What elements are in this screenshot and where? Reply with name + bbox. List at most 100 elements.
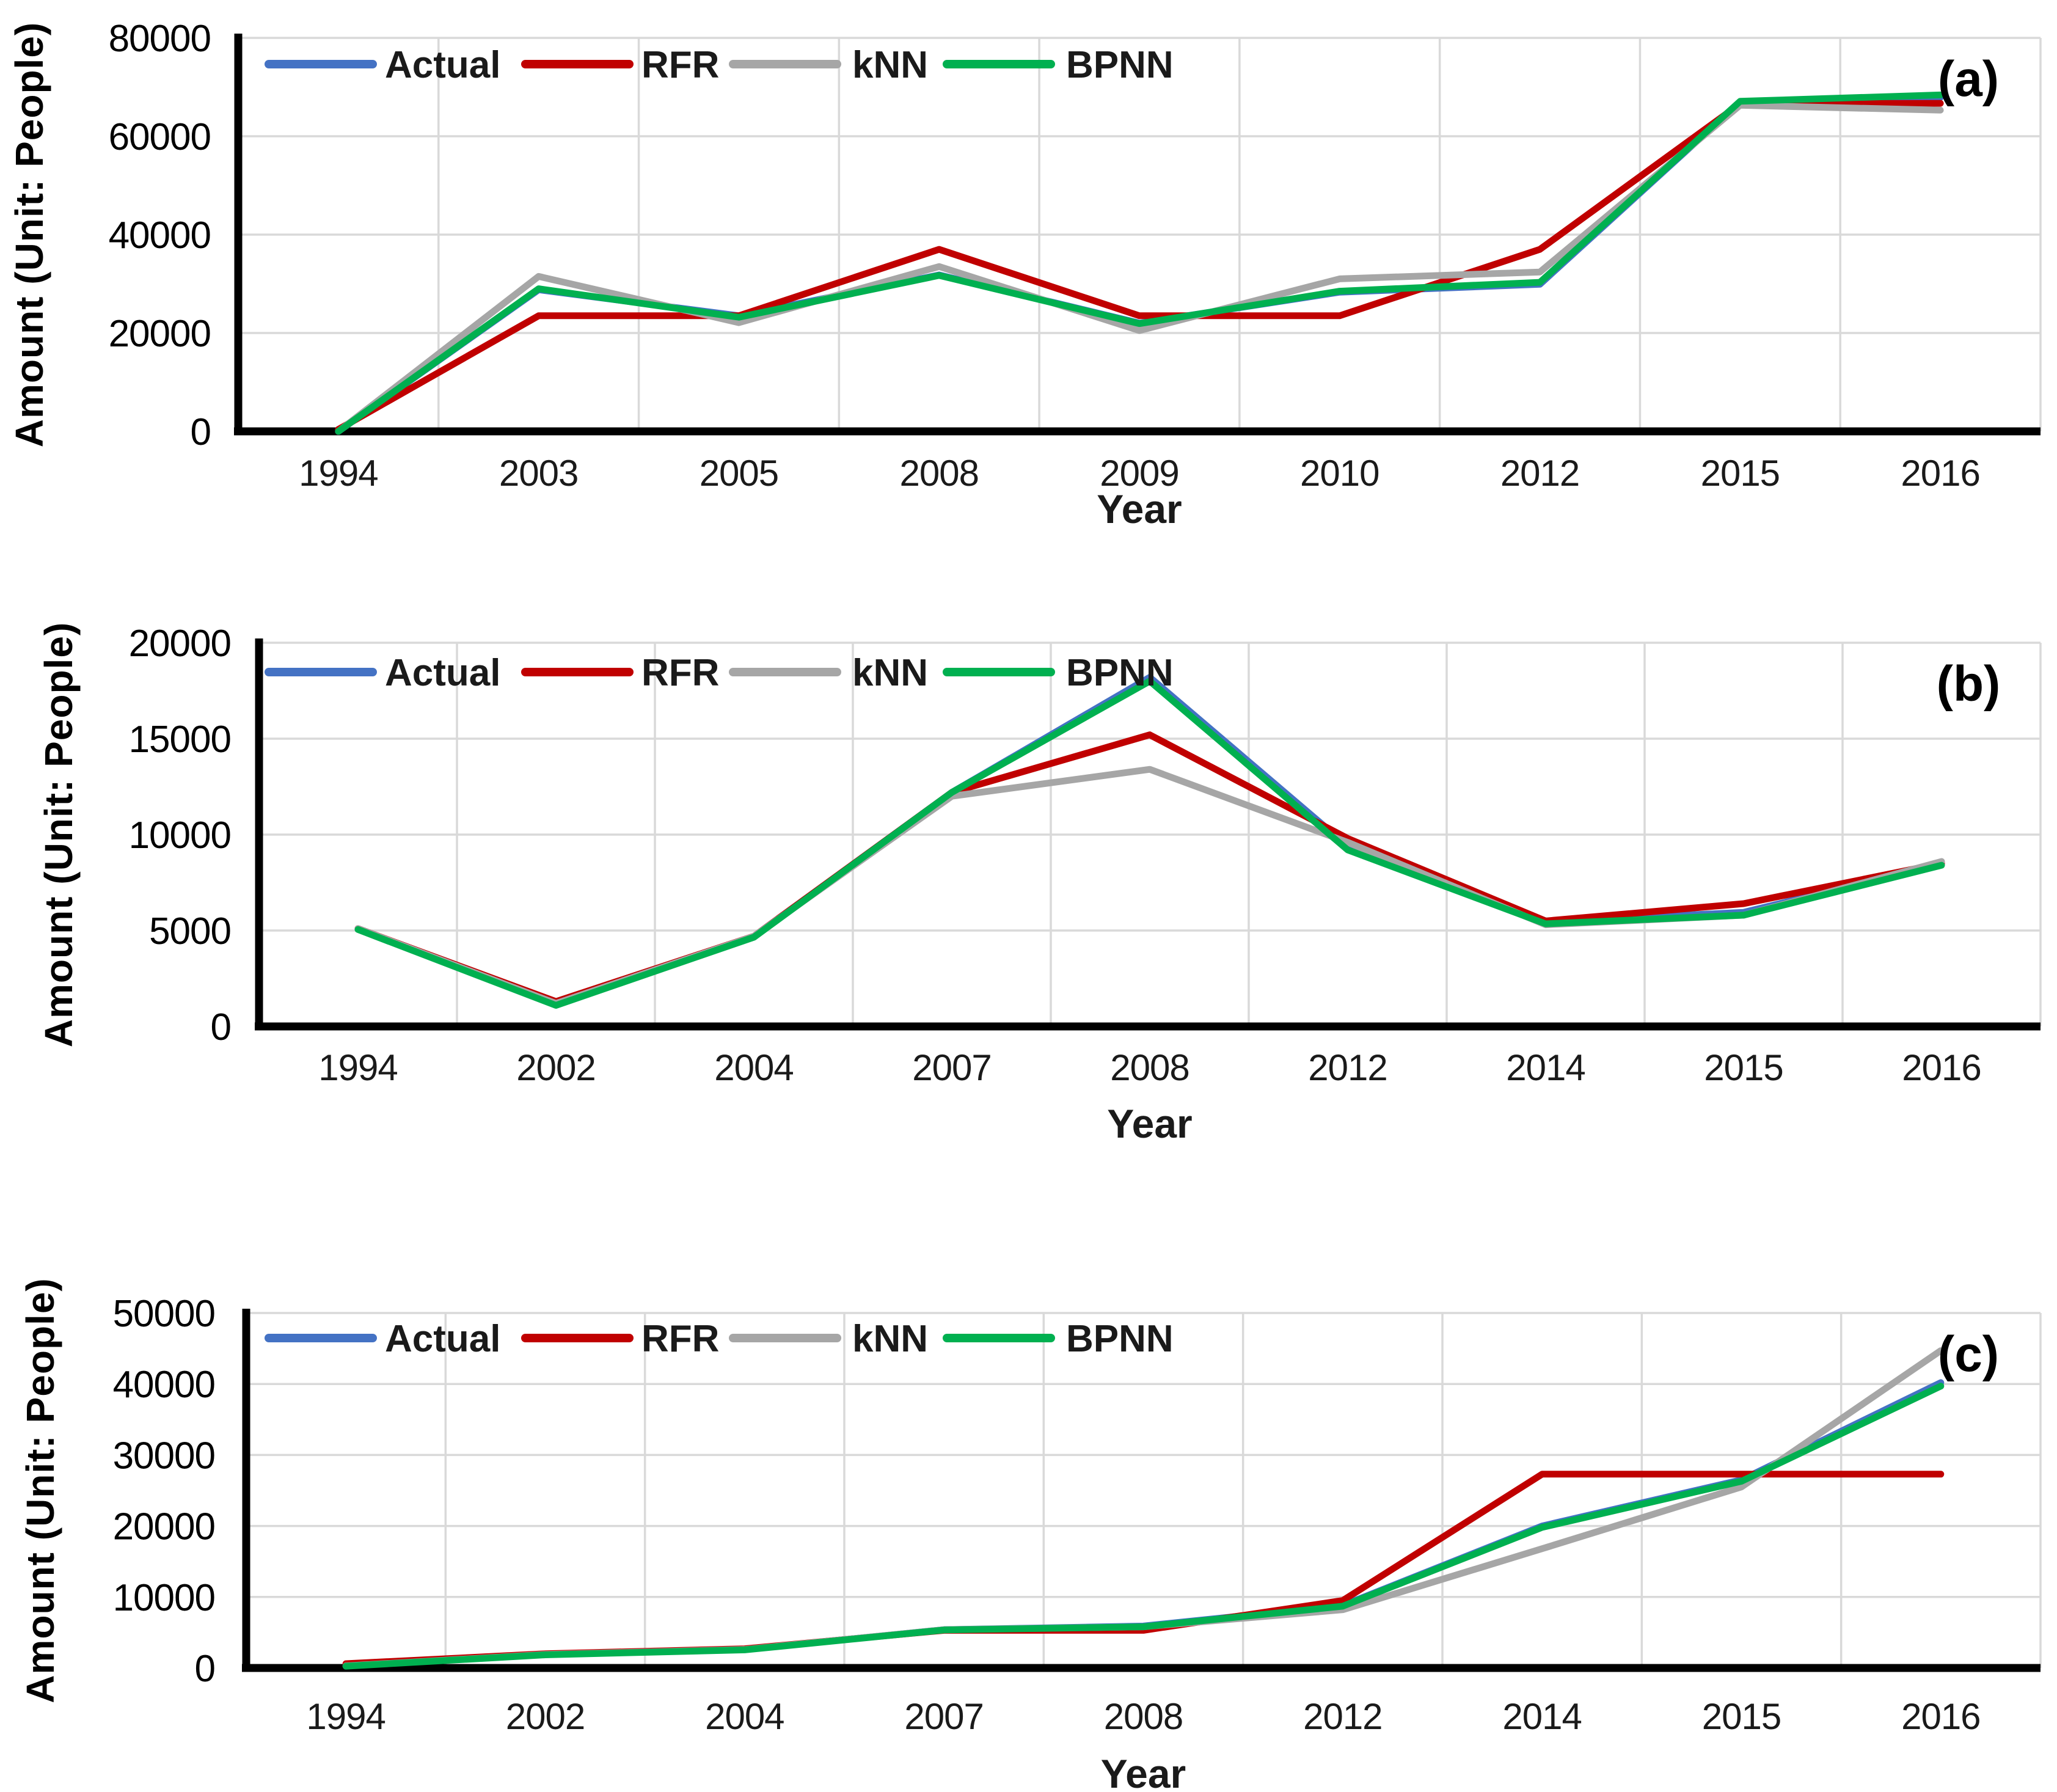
x-tick-label: 2012 [1303,1696,1382,1737]
x-tick-label: 2012 [1500,453,1579,494]
x-tick-label: 2012 [1308,1047,1387,1088]
x-tick-label: 2008 [1110,1047,1189,1088]
y-tick-label: 30000 [113,1435,215,1477]
x-tick-label: 1994 [318,1047,397,1088]
series-line-rfr [354,731,1945,1005]
gridlines [238,37,2042,431]
legend-item-label: kNN [852,1318,928,1360]
x-tick-label: 1994 [299,453,378,494]
panel-letter: (b) [1937,656,2001,712]
x-tick-label: 2010 [1300,453,1379,494]
x-tick-label: 2009 [1100,453,1178,494]
series-line-bpnn [342,1383,1945,1670]
legend-item-rfr: RFR [521,44,719,86]
x-tick-label: 2015 [1701,453,1780,494]
x-tick-label: 2007 [904,1696,983,1737]
x-tick-label: 2014 [1502,1696,1581,1737]
y-tick-label: 0 [191,411,211,453]
x-axis-title: Year [1107,1101,1192,1146]
series-line-knn [335,101,1944,435]
x-axis-title: Year [1101,1751,1186,1792]
chart-panel-c: 0 10000 20000 30000 40000 50000 1994 2002 2004 20… [18,1278,2042,1792]
y-tick-label: 60000 [109,116,211,158]
series-line-knn [342,1347,1945,1669]
x-tick-label: 2015 [1704,1047,1783,1088]
legend-item-knn: kNN [729,1318,928,1360]
x-tick-label: 2007 [912,1047,991,1088]
series-line-actual [335,93,1944,435]
x-tick-label: 2015 [1702,1696,1781,1737]
y-tick-label: 5000 [149,910,231,953]
chart-panel-b: 0 5000 10000 15000 20000 1994 2002 2004 2007 2008… [37,622,2042,1146]
y-tick-label: 0 [195,1648,215,1690]
legend-item-knn: kNN [729,44,928,86]
series-line-bpnn [354,678,1945,1009]
x-tick-labels: 1994 2002 2004 2007 2008 2012 2014 2015 2016 [318,1047,1981,1088]
x-tick-label: 2002 [516,1047,595,1088]
gridlines [246,1312,2042,1668]
y-tick-label: 10000 [129,814,231,857]
panel-letter: (c) [1938,1326,1999,1382]
legend-item-bpnn: BPNN [943,652,1174,694]
series-line-actual [342,1379,1945,1669]
series-line-knn [354,766,1945,1007]
legend-item-label: Actual [385,1318,500,1360]
legend-item-rfr: RFR [521,652,719,694]
y-tick-label: 40000 [113,1364,215,1406]
x-tick-label: 2005 [700,453,778,494]
legend-item-label: BPNN [1066,652,1174,694]
y-axis-title: Amount (Unit: People) [37,622,81,1047]
legend-item-label: kNN [852,652,928,694]
y-tick-label: 20000 [109,313,211,355]
y-tick-label: 15000 [129,719,231,761]
x-tick-labels: 1994 2003 2005 2008 2009 2010 2012 2015 2016 [299,453,1981,494]
y-tick-label: 80000 [109,18,211,60]
chart-panel-a: 0 20000 40000 60000 80000 1994 2003 2005 2008 200… [7,18,2042,532]
y-tick-labels: 0 10000 20000 30000 40000 50000 [113,1293,216,1690]
y-tick-label: 10000 [113,1577,215,1619]
y-tick-label: 20000 [129,623,231,665]
x-tick-label: 2016 [1902,1047,1981,1088]
x-tick-label: 2016 [1901,453,1979,494]
x-tick-label: 2014 [1506,1047,1585,1088]
legend-item-knn: kNN [729,652,928,694]
legend-item-label: BPNN [1066,44,1174,86]
y-axis-title: Amount (Unit: People) [18,1278,62,1703]
panel-letter: (a) [1938,51,1999,107]
gridlines [259,642,2042,1026]
legend-item-label: RFR [641,652,719,694]
y-tick-label: 0 [211,1006,231,1048]
y-tick-labels: 0 20000 40000 60000 80000 [109,18,211,453]
x-tick-label: 2008 [899,453,978,494]
x-tick-label: 2002 [506,1696,585,1737]
legend: Actual RFR kNN BPNN [265,44,1174,86]
x-tick-labels: 1994 2002 2004 2007 2008 2012 2014 2015 2016 [306,1696,1981,1737]
x-axis-title: Year [1097,486,1182,532]
series-line-actual [354,674,1945,1007]
x-tick-label: 2004 [714,1047,793,1088]
legend-item-label: BPNN [1066,1318,1174,1360]
y-axis-title: Amount (Unit: People) [7,22,51,447]
x-tick-label: 1994 [306,1696,385,1737]
legend-item-bpnn: BPNN [943,1318,1174,1360]
legend-item-label: RFR [641,1318,719,1360]
x-tick-label: 2004 [705,1696,784,1737]
y-tick-label: 20000 [113,1506,215,1548]
legend: Actual RFR kNN BPNN [265,1318,1174,1360]
legend-item-rfr: RFR [521,1318,719,1360]
x-tick-label: 2008 [1104,1696,1183,1737]
legend-item-actual: Actual [265,1318,500,1360]
y-tick-label: 50000 [113,1293,215,1335]
y-tick-labels: 0 5000 10000 15000 20000 [129,623,232,1048]
legend-item-label: RFR [641,44,719,86]
legend: Actual RFR kNN BPNN [265,652,1174,694]
series-line-bpnn [335,91,1944,435]
series-line-rfr [335,100,1944,433]
legend-item-actual: Actual [265,44,500,86]
x-tick-label: 2003 [499,453,578,494]
legend-item-label: kNN [852,44,928,86]
legend-item-actual: Actual [265,652,500,694]
legend-item-label: Actual [385,652,500,694]
legend-item-bpnn: BPNN [943,44,1174,86]
